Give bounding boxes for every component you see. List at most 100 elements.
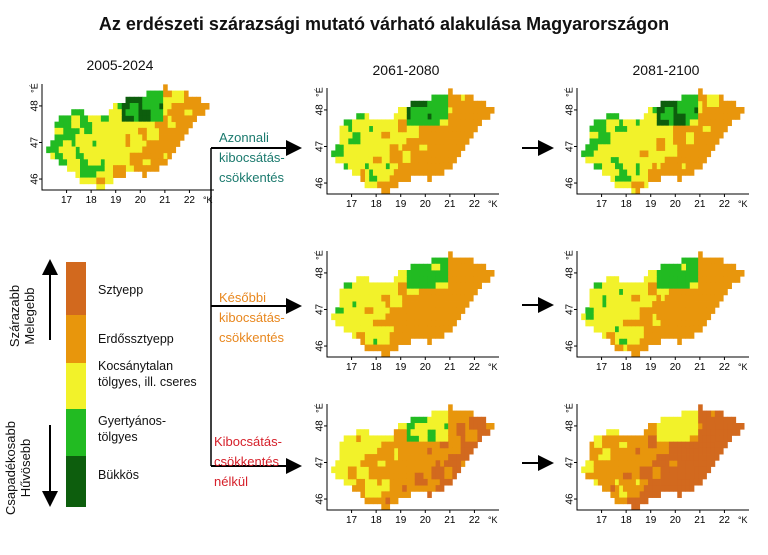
map-cell <box>456 144 462 151</box>
map-cell <box>677 301 682 308</box>
map-cell <box>372 447 378 455</box>
map-cell <box>343 301 349 308</box>
map-cell <box>631 478 636 486</box>
map-cell <box>398 423 403 430</box>
map-cell <box>356 478 361 486</box>
map-cell <box>698 460 703 467</box>
scenario-azonnali-line1: Azonnali <box>219 130 269 145</box>
map-cell <box>385 150 391 158</box>
map-cell <box>443 276 449 283</box>
map-cell <box>79 177 85 185</box>
map-cell <box>414 119 420 127</box>
map-cell <box>673 332 678 339</box>
map-cell <box>360 282 365 290</box>
map-cell <box>154 109 160 116</box>
map-cell <box>443 138 449 145</box>
map-cell <box>664 131 670 139</box>
map-cell <box>423 144 428 151</box>
map-cell <box>681 131 687 139</box>
map-cell <box>731 416 737 424</box>
map-cell <box>104 115 110 123</box>
legend-swatch-sztyepp <box>66 262 86 315</box>
map-cell <box>643 313 649 321</box>
map-cell <box>622 288 628 296</box>
map-cell <box>83 146 89 154</box>
map-cell <box>402 332 407 339</box>
map-cell <box>639 131 645 139</box>
map-cell <box>660 288 666 296</box>
y-tick-label: 47 <box>565 456 576 468</box>
map-cell <box>660 107 666 114</box>
map-cell <box>410 113 416 120</box>
map-cell <box>677 441 682 449</box>
map-cell <box>660 325 666 333</box>
map-cell <box>435 435 441 443</box>
map-cell <box>689 313 695 321</box>
map-cell <box>631 175 636 182</box>
map-cell <box>343 472 349 480</box>
map-cell <box>473 429 478 436</box>
map-cell <box>735 423 741 430</box>
map-cell <box>402 338 407 345</box>
map-cell <box>648 175 653 182</box>
map-cell <box>648 125 653 133</box>
map-cell <box>681 435 687 443</box>
map-cell <box>418 332 424 339</box>
map-cell <box>360 301 365 308</box>
map-cell <box>673 441 678 449</box>
map-cell <box>677 100 682 108</box>
map-cell <box>121 146 126 154</box>
map-cell <box>643 472 649 480</box>
map-cell <box>589 138 595 145</box>
map-cell <box>660 460 666 467</box>
map-cell <box>54 127 60 135</box>
map-cell <box>610 138 615 145</box>
map-cell <box>50 140 55 147</box>
map-cell <box>602 460 607 467</box>
map-cell <box>368 472 374 480</box>
map-cell <box>439 460 445 467</box>
map-cell <box>171 103 177 110</box>
map-cell <box>627 466 632 474</box>
map-cell <box>681 94 687 102</box>
map-cell <box>606 447 611 455</box>
map-cell <box>606 325 611 333</box>
map-cell <box>75 171 80 178</box>
map-cell <box>377 119 382 127</box>
map-cell <box>710 125 716 133</box>
map-cell <box>389 294 395 302</box>
map-cell <box>423 307 428 314</box>
map-cell <box>108 109 114 116</box>
map-cell <box>631 472 636 480</box>
map-cell <box>677 107 682 114</box>
map-cell <box>668 169 674 176</box>
map-cell <box>418 325 424 333</box>
map-cell <box>614 294 620 302</box>
map-cell <box>129 134 135 141</box>
map-cell <box>606 288 611 296</box>
map-cell <box>731 429 737 436</box>
map-cell <box>685 169 691 176</box>
map-cell <box>360 150 365 158</box>
map-cell <box>723 107 728 114</box>
map-cell <box>698 282 703 290</box>
map-cell <box>685 282 691 290</box>
map-cell <box>356 301 361 308</box>
map-cell <box>602 288 607 296</box>
map-cell <box>685 94 691 102</box>
map-cell <box>423 263 428 271</box>
map-cell <box>142 140 147 147</box>
map-cell <box>660 125 666 133</box>
map-cell <box>414 144 420 151</box>
down-label-line2: Hűvösebb <box>18 438 33 498</box>
map-cell <box>423 294 428 302</box>
map-cell <box>710 131 716 139</box>
map-cell <box>427 138 432 145</box>
map-cell <box>381 156 386 164</box>
map-cell <box>698 288 703 296</box>
map-cell <box>58 152 64 160</box>
map-cell <box>622 497 628 505</box>
map-cell <box>685 156 691 164</box>
map-cell <box>610 175 615 182</box>
x-tick-label: 21 <box>694 515 706 526</box>
